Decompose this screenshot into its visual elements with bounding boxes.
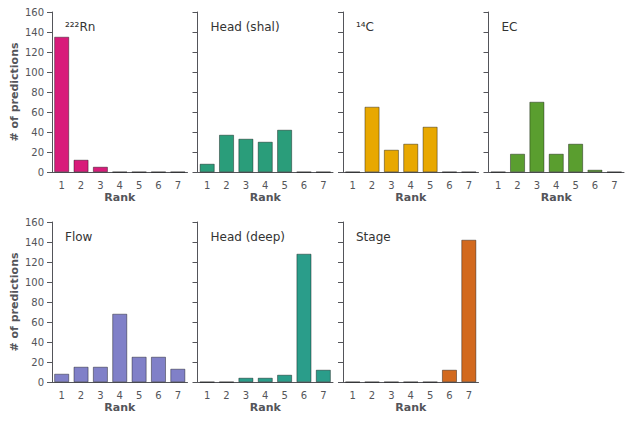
svg-text:3: 3 [97, 180, 103, 191]
svg-text:5: 5 [136, 180, 142, 191]
svg-text:Stage: Stage [356, 230, 391, 244]
svg-text:1: 1 [349, 390, 355, 401]
svg-text:2: 2 [223, 390, 229, 401]
svg-text:2: 2 [369, 390, 375, 401]
svg-text:0: 0 [38, 167, 44, 178]
svg-text:Rank: Rank [104, 191, 136, 204]
svg-text:4: 4 [408, 390, 414, 401]
svg-text:Flow: Flow [65, 230, 93, 244]
svg-text:5: 5 [427, 390, 433, 401]
svg-text:20: 20 [31, 357, 44, 368]
svg-text:120: 120 [25, 47, 44, 58]
svg-text:Rank: Rank [395, 401, 427, 414]
svg-text:5: 5 [136, 390, 142, 401]
svg-text:160: 160 [25, 217, 44, 228]
svg-text:100: 100 [25, 67, 44, 78]
svg-text:1: 1 [349, 180, 355, 191]
svg-text:100: 100 [25, 277, 44, 288]
svg-text:40: 40 [31, 127, 44, 138]
svg-text:7: 7 [320, 180, 326, 191]
svg-text:¹⁴C: ¹⁴C [356, 20, 374, 34]
svg-text:80: 80 [31, 87, 44, 98]
svg-text:6: 6 [301, 390, 307, 401]
svg-text:6: 6 [446, 390, 452, 401]
svg-text:4: 4 [262, 180, 268, 191]
svg-text:140: 140 [25, 237, 44, 248]
svg-text:2: 2 [369, 180, 375, 191]
svg-text:80: 80 [31, 297, 44, 308]
svg-text:7: 7 [320, 390, 326, 401]
svg-text:0: 0 [38, 377, 44, 388]
svg-text:6: 6 [301, 180, 307, 191]
svg-text:7: 7 [175, 390, 181, 401]
svg-text:60: 60 [31, 317, 44, 328]
svg-text:60: 60 [31, 107, 44, 118]
svg-text:3: 3 [388, 180, 394, 191]
svg-text:1: 1 [495, 180, 501, 191]
svg-text:3: 3 [243, 180, 249, 191]
svg-text:120: 120 [25, 257, 44, 268]
svg-text:4: 4 [408, 180, 414, 191]
svg-text:3: 3 [534, 180, 540, 191]
svg-text:5: 5 [281, 180, 287, 191]
svg-text:3: 3 [243, 390, 249, 401]
svg-text:2: 2 [78, 390, 84, 401]
svg-text:6: 6 [155, 390, 161, 401]
svg-text:Rank: Rank [250, 191, 282, 204]
svg-text:7: 7 [611, 180, 617, 191]
svg-text:5: 5 [427, 180, 433, 191]
svg-text:4: 4 [262, 390, 268, 401]
svg-text:4: 4 [553, 180, 559, 191]
svg-text:²²²Rn: ²²²Rn [65, 20, 95, 34]
svg-text:1: 1 [204, 180, 210, 191]
svg-text:Rank: Rank [541, 191, 573, 204]
svg-text:7: 7 [466, 390, 472, 401]
svg-text:# of predictions: # of predictions [8, 252, 21, 352]
svg-text:2: 2 [514, 180, 520, 191]
svg-text:7: 7 [466, 180, 472, 191]
svg-text:Rank: Rank [104, 401, 136, 414]
svg-text:40: 40 [31, 337, 44, 348]
svg-text:6: 6 [155, 180, 161, 191]
svg-text:4: 4 [117, 180, 123, 191]
svg-text:Rank: Rank [395, 191, 427, 204]
svg-text:1: 1 [204, 390, 210, 401]
svg-text:1: 1 [58, 180, 64, 191]
svg-text:6: 6 [446, 180, 452, 191]
svg-text:4: 4 [117, 390, 123, 401]
svg-text:EC: EC [502, 20, 518, 34]
svg-text:140: 140 [25, 27, 44, 38]
svg-text:3: 3 [388, 390, 394, 401]
svg-text:Head (shal): Head (shal) [211, 20, 280, 34]
svg-text:3: 3 [97, 390, 103, 401]
svg-text:7: 7 [175, 180, 181, 191]
svg-text:Head (deep): Head (deep) [211, 230, 286, 244]
svg-text:5: 5 [281, 390, 287, 401]
svg-text:Rank: Rank [250, 401, 282, 414]
svg-text:5: 5 [572, 180, 578, 191]
svg-text:160: 160 [25, 7, 44, 18]
svg-text:1: 1 [58, 390, 64, 401]
svg-text:6: 6 [592, 180, 598, 191]
svg-text:20: 20 [31, 147, 44, 158]
svg-text:# of predictions: # of predictions [8, 42, 21, 142]
svg-text:2: 2 [78, 180, 84, 191]
svg-text:2: 2 [223, 180, 229, 191]
